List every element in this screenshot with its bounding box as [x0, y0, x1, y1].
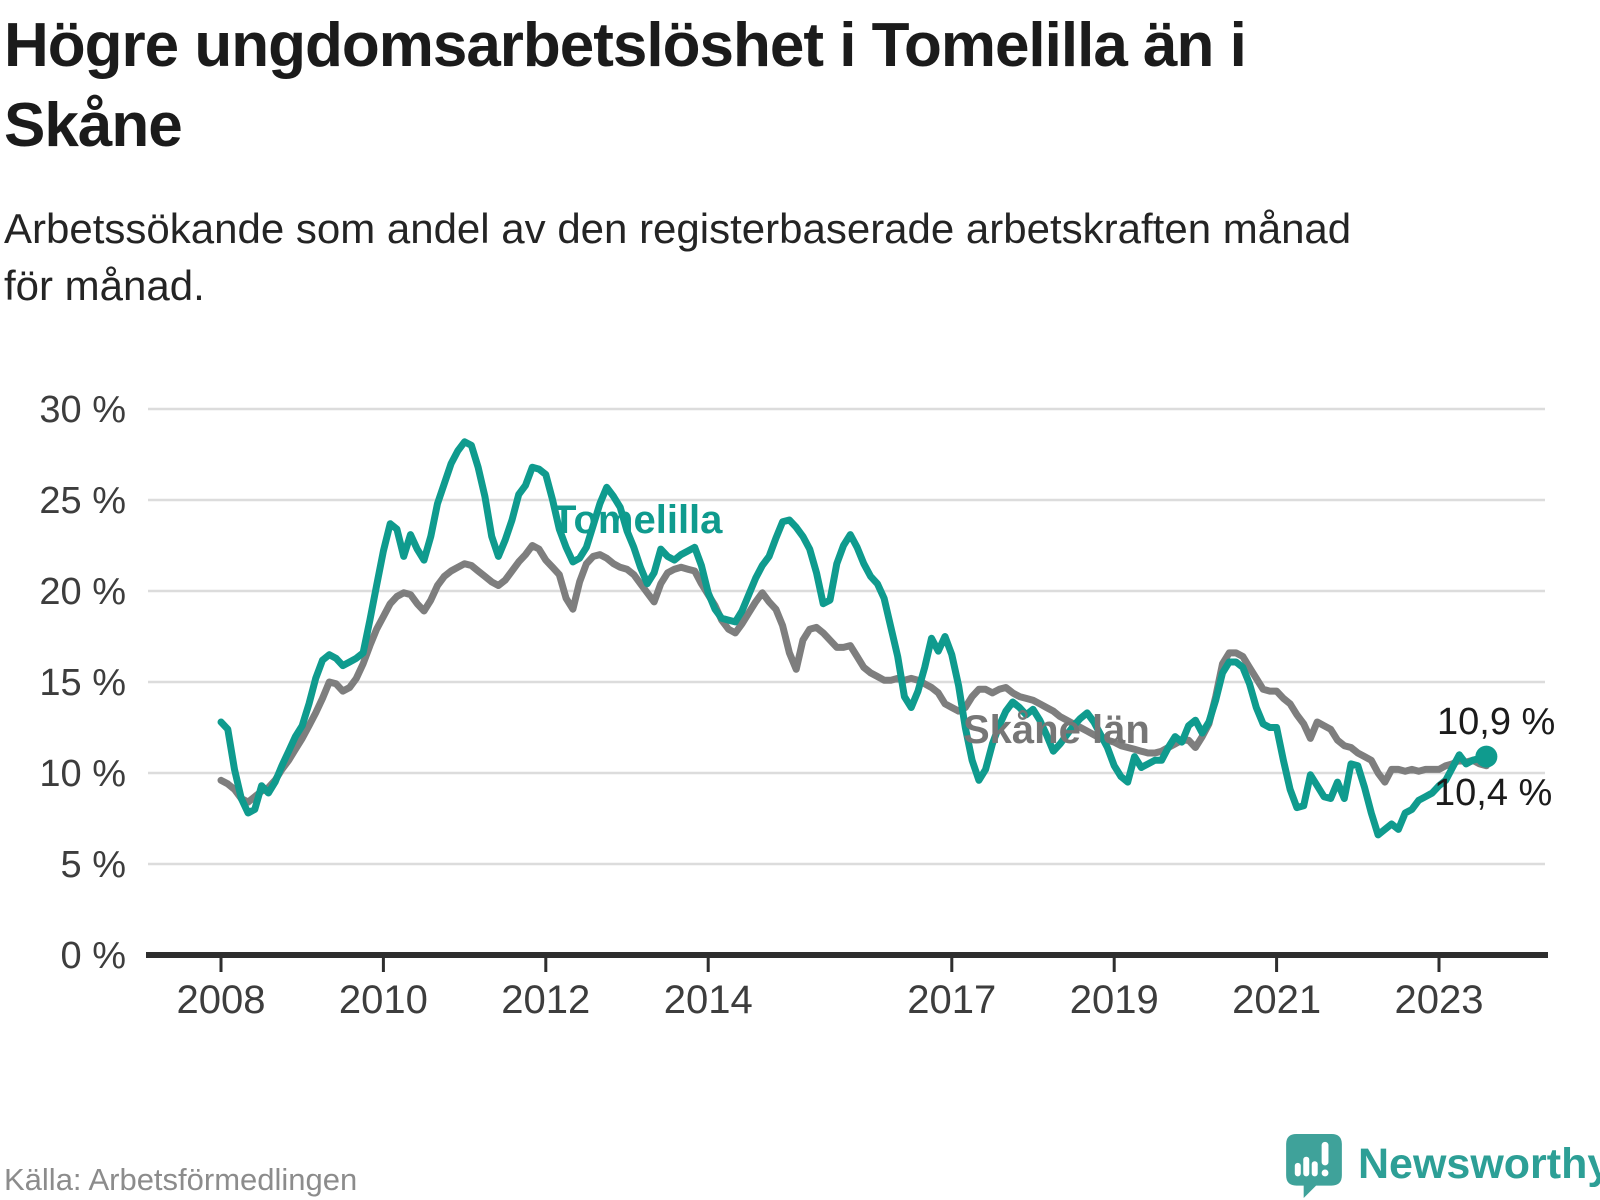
chart-subtitle: Arbetssökande som andel av den registerb… — [4, 200, 1351, 314]
end-value-tomelilla: 10,9 % — [1437, 701, 1556, 743]
newsworthy-bubble-icon — [1286, 1134, 1342, 1198]
x-axis-label-2008: 2008 — [177, 978, 266, 1022]
newsworthy-logo: Newsworthy — [1286, 1134, 1600, 1198]
series-line-skane-lan — [217, 542, 1490, 806]
y-axis-label-30: 30 % — [39, 389, 126, 431]
page-title-line-2: Skåne — [4, 91, 183, 160]
y-axis-label-10: 10 % — [39, 753, 126, 795]
x-axis-label-2021: 2021 — [1232, 978, 1321, 1022]
x-axis-label-2017: 2017 — [907, 978, 996, 1022]
page-title: Högre ungdomsarbetslöshet i Tomelilla än… — [4, 6, 1247, 166]
y-axis-label-0: 0 % — [61, 935, 126, 977]
y-axis-label-25: 25 % — [39, 480, 126, 522]
x-axis-label-2010: 2010 — [339, 978, 428, 1022]
series-line-tomelilla — [217, 438, 1490, 839]
y-axis-label-15: 15 % — [39, 662, 126, 704]
series-label-skane-lan: Skåne län — [963, 708, 1150, 752]
x-axis-label-2014: 2014 — [664, 978, 753, 1022]
x-axis-label-2019: 2019 — [1070, 978, 1159, 1022]
newsworthy-wordmark: Newsworthy — [1358, 1139, 1600, 1188]
page-title-line-1: Högre ungdomsarbetslöshet i Tomelilla än… — [4, 11, 1247, 80]
y-axis-label-20: 20 % — [39, 571, 126, 613]
chart-subtitle-line-2: för månad. — [4, 262, 205, 309]
y-axis-label-5: 5 % — [61, 844, 126, 886]
end-value-skane-lan: 10,4 % — [1434, 772, 1553, 814]
chart-subtitle-line-1: Arbetssökande som andel av den registerb… — [4, 205, 1352, 252]
source-note: Källa: Arbetsförmedlingen — [4, 1162, 358, 1197]
series-label-tomelilla: Tomelilla — [552, 498, 723, 542]
x-axis-label-2012: 2012 — [501, 978, 590, 1022]
series-end-dot-tomelilla — [1475, 745, 1498, 768]
x-axis-label-2023: 2023 — [1395, 978, 1484, 1022]
